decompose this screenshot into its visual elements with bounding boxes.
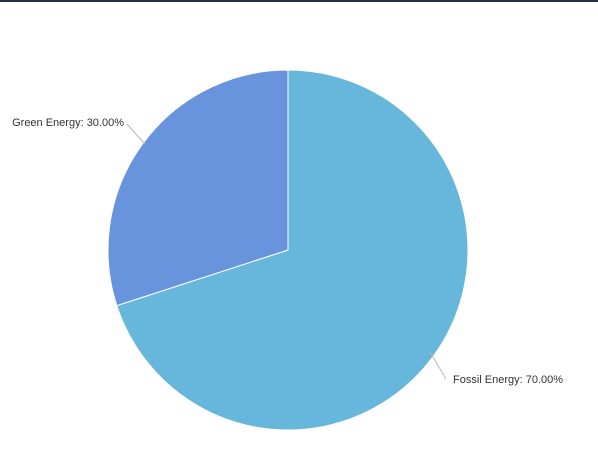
slice-label: Fossil Energy: 70.00% [453, 374, 563, 386]
pie-slice-green-energy[interactable] [107, 69, 289, 307]
leader-line [429, 351, 447, 380]
leader-line [126, 123, 146, 145]
slice-labels: Fossil Energy: 70.00% Green Energy: 30.00… [12, 117, 563, 386]
slice-label: Green Energy: 30.00% [12, 117, 124, 129]
label-leaders [126, 123, 447, 380]
pie-slices [107, 69, 469, 431]
pie-slice-fossil-energy[interactable] [116, 69, 469, 431]
top-border [0, 0, 598, 2]
